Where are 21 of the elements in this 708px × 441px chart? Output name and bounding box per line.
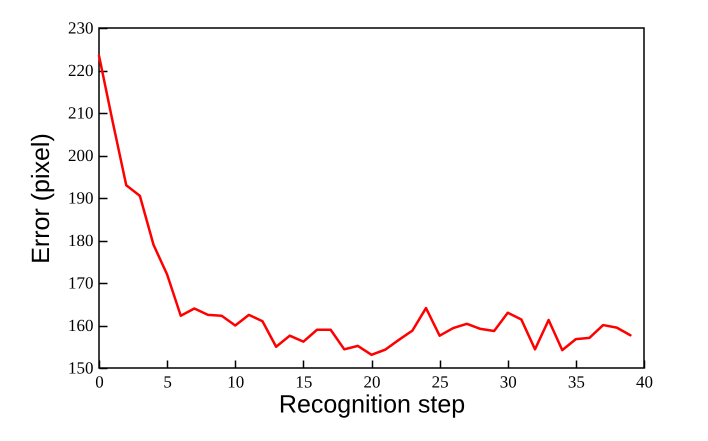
x-tick-label: 15 [295,372,312,392]
y-tick-label: 190 [68,188,94,208]
y-tick-label: 170 [68,274,94,292]
y-tick-label: 210 [68,104,94,122]
x-tick-label: 10 [227,372,244,392]
x-tick-label: 20 [364,372,380,392]
y-tick-label: 160 [68,316,94,335]
x-tick-label: 30 [500,372,517,392]
x-tick-label: 5 [163,372,172,392]
x-tick-label: 25 [432,372,449,392]
y-axis-title: Error (pixel) [27,133,55,264]
y-tick-label: 200 [68,146,94,165]
y-tick-label: 150 [68,358,94,378]
x-tick-label: 0 [95,372,104,392]
x-tick-label: 40 [636,372,653,392]
y-tick-label: 230 [68,18,94,38]
x-axis-title: Recognition step [278,390,466,418]
x-tick-label: 35 [568,372,585,392]
y-tick-label: 180 [68,231,94,250]
line-series [98,54,632,356]
y-tick-label: 220 [68,61,94,80]
